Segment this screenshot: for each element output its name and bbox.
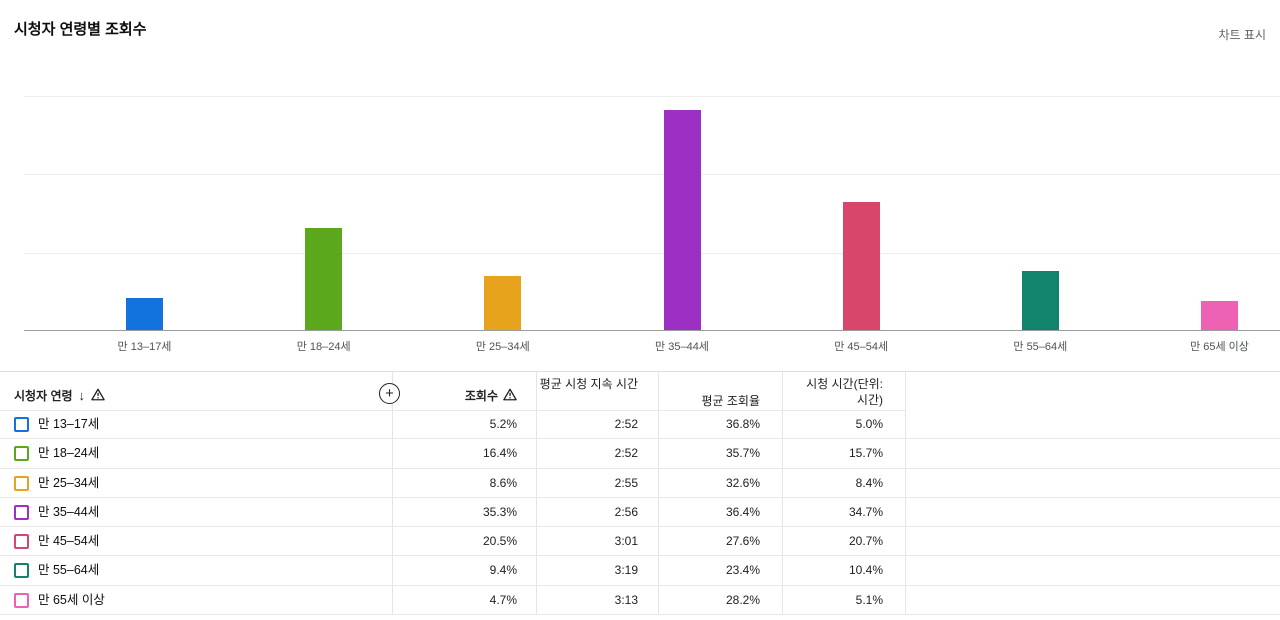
row-checkbox[interactable]	[14, 417, 29, 432]
views-value: 4.7%	[489, 592, 517, 607]
column-divider	[392, 371, 393, 615]
sort-desc-icon: ↓	[78, 388, 86, 403]
table-row: 만 45–54세 20.5% 3:01 27.6% 20.7%	[0, 527, 1280, 557]
avg-percentage-viewed-value: 35.7%	[725, 446, 760, 461]
age-group-label[interactable]: 만 25–34세	[38, 475, 100, 490]
row-checkbox[interactable]	[14, 534, 29, 550]
column-divider	[782, 371, 783, 615]
x-axis-label: 만 25–34세	[475, 341, 530, 353]
watch-time-value: 8.4%	[855, 475, 883, 490]
avg-view-duration-value: 3:01	[614, 534, 638, 549]
bar-2[interactable]	[484, 276, 522, 330]
bar-chart: 만 13–17세 만 18–24세 만 25–34세 만 35–44세 만 45–54세…	[24, 96, 1280, 353]
avg-percentage-viewed-value: 28.2%	[725, 592, 760, 607]
views-value: 16.4%	[482, 446, 517, 461]
age-group-label[interactable]: 만 13–17세	[38, 417, 100, 431]
x-axis-label: 만 55–64세	[1013, 341, 1068, 353]
table-top-border	[0, 371, 1280, 372]
table-row: 만 65세 이상 4.7% 3:13 28.2% 5.1%	[0, 586, 1280, 616]
avg-view-duration-value: 2:56	[614, 504, 638, 519]
add-metric-button[interactable]: +	[379, 383, 400, 404]
bar-5[interactable]	[1021, 271, 1059, 330]
chart-display-toggle[interactable]: 차트 표시	[1218, 28, 1267, 42]
header-bottom-border	[0, 410, 905, 411]
avg-percentage-viewed-value: 27.6%	[725, 534, 760, 549]
column-header-age[interactable]: 시청자 연령 ↓	[14, 387, 105, 404]
table-rows: 만 13–17세 5.2% 2:52 36.8% 5.0% 만 18–24세 16.4% 2:…	[0, 410, 1280, 616]
column-header-age-label: 시청자 연령	[14, 389, 73, 403]
row-checkbox[interactable]	[14, 446, 29, 462]
warning-icon	[503, 388, 517, 404]
age-group-label[interactable]: 만 18–24세	[38, 446, 100, 461]
watch-time-value: 5.1%	[855, 592, 883, 607]
bar-0[interactable]	[126, 297, 163, 330]
table-row: 만 35–44세 35.3% 2:56 36.4% 34.7%	[0, 498, 1280, 528]
views-value: 5.2%	[489, 417, 517, 431]
watch-time-value: 34.7%	[848, 504, 883, 519]
table-row: 만 13–17세 5.2% 2:52 36.8% 5.0%	[0, 410, 1280, 440]
gridline	[24, 96, 1280, 97]
column-divider	[536, 371, 537, 615]
column-header-watch-time[interactable]: 시청 시간(단위: 시간)	[806, 377, 883, 407]
column-divider	[905, 371, 906, 615]
x-axis-label: 만 45–54세	[834, 341, 889, 353]
avg-percentage-viewed-value: 23.4%	[725, 563, 760, 578]
row-checkbox[interactable]	[14, 475, 29, 491]
gridline	[24, 252, 1280, 254]
column-divider	[658, 371, 659, 615]
x-axis-label: 만 13–17세	[117, 341, 172, 353]
watch-time-value: 15.7%	[848, 446, 883, 461]
age-group-label[interactable]: 만 35–44세	[38, 504, 100, 519]
column-header-views[interactable]: 조회수	[392, 387, 517, 404]
bar-4[interactable]	[842, 202, 880, 330]
age-group-label[interactable]: 만 65세 이상	[38, 592, 105, 607]
x-axis-label: 만 35–44세	[655, 341, 709, 353]
avg-percentage-viewed-value: 32.6%	[725, 475, 760, 490]
avg-percentage-viewed-value: 36.4%	[725, 504, 760, 519]
watch-time-value: 20.7%	[848, 534, 883, 549]
x-axis-label: 만 18–24세	[296, 341, 351, 353]
table-row: 만 25–34세 8.6% 2:55 32.6% 8.4%	[0, 469, 1280, 498]
table-row: 만 18–24세 16.4% 2:52 35.7% 15.7%	[0, 439, 1280, 469]
age-group-label[interactable]: 만 45–54세	[38, 534, 100, 549]
page-title: 시청자 연령별 조회수	[14, 21, 147, 38]
gridline	[24, 174, 1280, 176]
views-value: 20.5%	[482, 534, 517, 549]
bar-6[interactable]	[1201, 300, 1239, 330]
views-value: 35.3%	[482, 504, 517, 519]
warning-icon	[91, 388, 105, 404]
watch-time-value: 10.4%	[848, 563, 883, 578]
views-value: 9.4%	[489, 563, 517, 578]
age-group-label[interactable]: 만 55–64세	[38, 563, 100, 578]
column-header-avg-view-duration[interactable]: 평균 시청 지속 시간	[539, 377, 638, 391]
column-header-views-label: 조회수	[464, 389, 498, 403]
avg-view-duration-value: 3:13	[614, 592, 638, 607]
avg-percentage-viewed-value: 36.8%	[725, 417, 760, 431]
column-header-avg-percentage-viewed[interactable]: 평균 조회율	[701, 394, 760, 408]
watch-time-value: 5.0%	[855, 417, 883, 431]
avg-view-duration-value: 2:55	[614, 475, 638, 490]
row-checkbox[interactable]	[14, 592, 29, 608]
avg-view-duration-value: 2:52	[614, 446, 638, 461]
table-row: 만 55–64세 9.4% 3:19 23.4% 10.4%	[0, 556, 1280, 586]
views-value: 8.6%	[489, 475, 517, 490]
avg-view-duration-value: 3:19	[614, 563, 638, 578]
avg-view-duration-value: 2:52	[614, 417, 638, 431]
row-checkbox[interactable]	[14, 563, 29, 579]
bar-3[interactable]	[663, 110, 701, 330]
x-axis-label: 만 65세 이상	[1190, 341, 1249, 353]
bar-1[interactable]	[305, 227, 343, 330]
row-checkbox[interactable]	[14, 504, 29, 520]
